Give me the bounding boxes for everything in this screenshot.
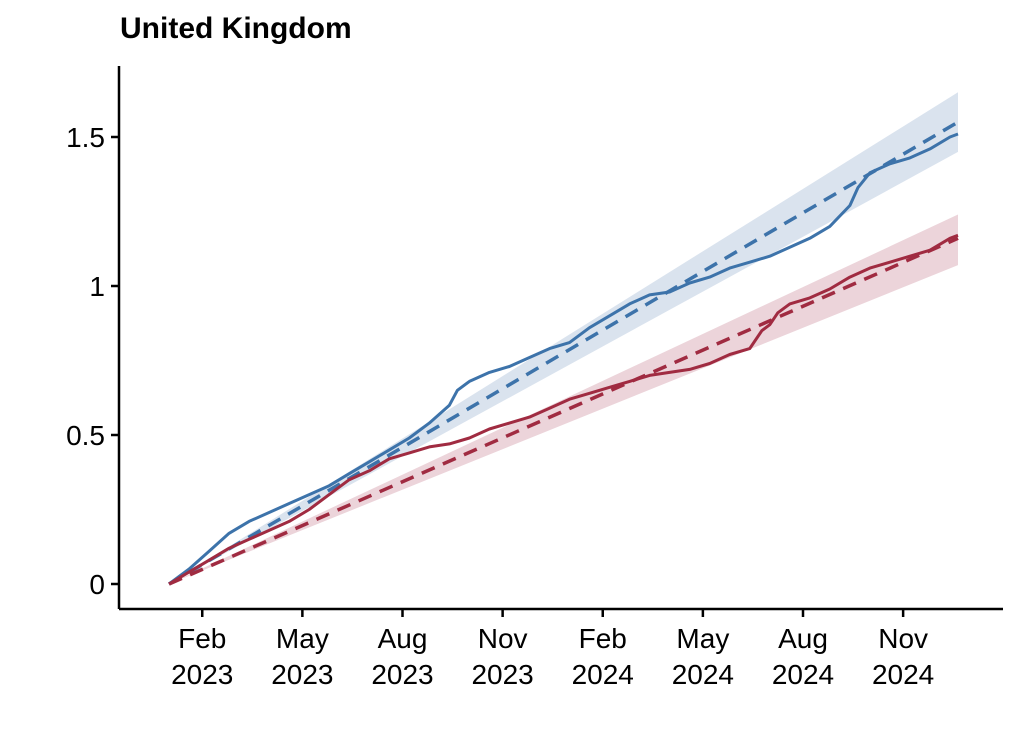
y-tick-label: 0 <box>89 569 105 600</box>
red-series-line <box>168 233 959 586</box>
x-tick-label-year: 2023 <box>271 659 333 690</box>
x-tick-label-year: 2024 <box>572 659 634 690</box>
x-tick-label-year: 2023 <box>371 659 433 690</box>
x-tick-label-year: 2023 <box>171 659 233 690</box>
x-tick-label-month: May <box>276 623 329 654</box>
blue-trend-line <box>168 120 959 586</box>
x-tick-label-month: Aug <box>378 623 428 654</box>
blue-confidence-band <box>169 92 958 585</box>
y-tick-label: 1 <box>89 271 105 302</box>
x-tick-label-month: May <box>676 623 729 654</box>
blue-series-line <box>168 132 959 586</box>
x-tick-label-month: Nov <box>478 623 528 654</box>
y-tick-label: 1.5 <box>66 122 105 153</box>
x-tick-label-year: 2024 <box>872 659 934 690</box>
y-tick-label: 0.5 <box>66 420 105 451</box>
x-tick-label-year: 2023 <box>471 659 533 690</box>
red-confidence-band <box>169 214 958 585</box>
x-tick-label-month: Feb <box>579 623 627 654</box>
x-tick-label-month: Feb <box>178 623 226 654</box>
chart-title: United Kingdom <box>120 12 352 45</box>
x-tick-label-month: Nov <box>878 623 928 654</box>
x-tick-label-year: 2024 <box>672 659 734 690</box>
x-tick-label-year: 2024 <box>772 659 834 690</box>
x-tick-label-month: Aug <box>778 623 828 654</box>
red-trend-line <box>168 236 959 586</box>
